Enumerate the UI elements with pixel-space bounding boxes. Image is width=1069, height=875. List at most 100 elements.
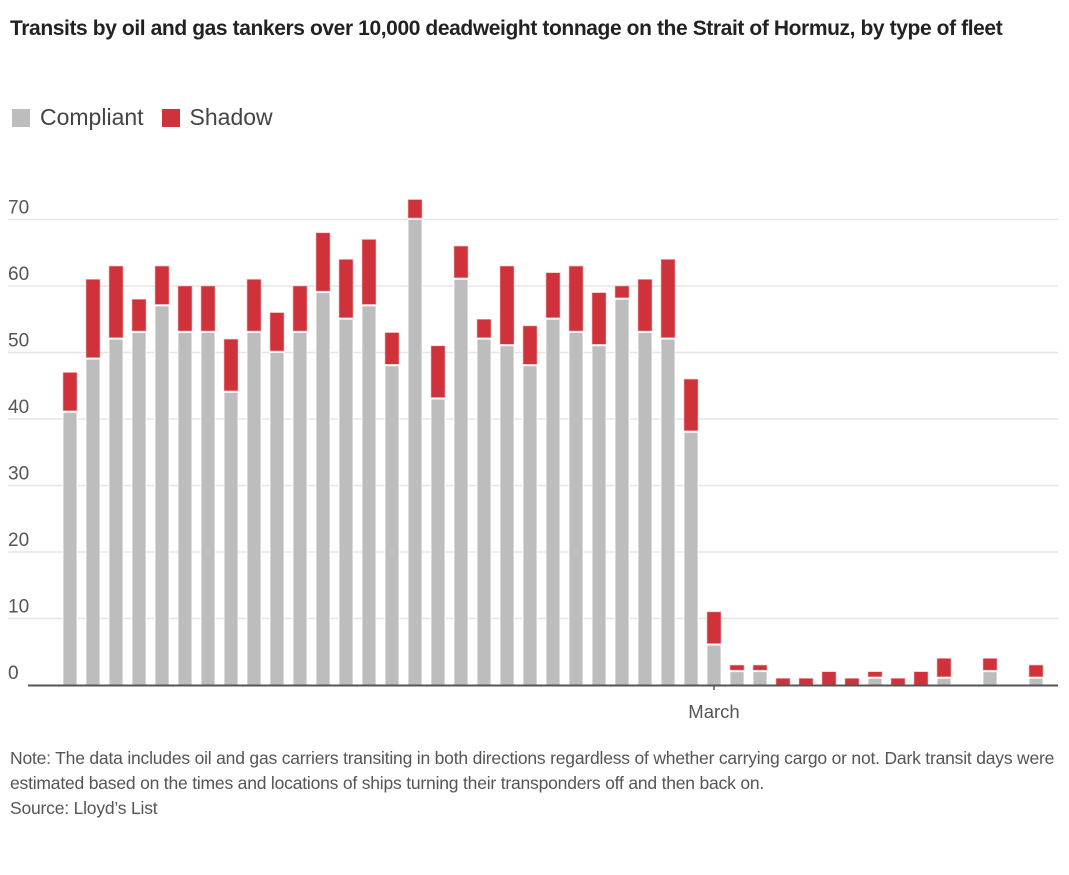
bar-shadow bbox=[315, 232, 331, 292]
bar-group-39 bbox=[936, 658, 952, 686]
bar-group-2 bbox=[85, 279, 101, 686]
bar-group-38 bbox=[913, 671, 929, 686]
bar-shadow bbox=[430, 345, 446, 398]
bar-compliant bbox=[660, 338, 676, 686]
legend-label-shadow: Shadow bbox=[189, 104, 273, 130]
note-text: Note: The data includes oil and gas carr… bbox=[10, 748, 1055, 793]
bar-group-14 bbox=[361, 239, 377, 686]
bar-shadow bbox=[154, 265, 170, 305]
bar-shadow bbox=[246, 279, 262, 332]
bar-shadow bbox=[407, 199, 423, 219]
bar-compliant bbox=[62, 411, 78, 686]
bar-shadow bbox=[108, 265, 124, 339]
bar-shadow bbox=[338, 259, 354, 319]
bar-shadow bbox=[844, 678, 860, 686]
bar-group-17 bbox=[430, 345, 446, 686]
bar-compliant bbox=[453, 278, 469, 686]
bar-shadow bbox=[729, 664, 745, 671]
bar-shadow bbox=[890, 678, 906, 686]
legend-swatch-shadow bbox=[161, 108, 180, 127]
bar-shadow bbox=[292, 285, 308, 332]
bar-shadow bbox=[683, 378, 699, 432]
bar-group-20 bbox=[499, 265, 515, 686]
bar-compliant bbox=[108, 338, 124, 686]
bar-compliant bbox=[522, 365, 538, 686]
bar-compliant bbox=[545, 318, 561, 686]
bar-shadow bbox=[200, 285, 216, 332]
bar-group-32 bbox=[775, 678, 791, 686]
bar-compliant bbox=[361, 305, 377, 686]
bar-group-12 bbox=[315, 232, 331, 686]
bar-compliant bbox=[430, 398, 446, 686]
bar-shadow bbox=[798, 678, 814, 686]
bar-compliant bbox=[1028, 677, 1044, 686]
bar-group-26 bbox=[637, 279, 653, 686]
bars bbox=[62, 199, 1044, 686]
bar-group-31 bbox=[752, 664, 768, 686]
bar-group-16 bbox=[407, 199, 423, 686]
bar-group-8 bbox=[223, 338, 239, 686]
y-tick-label: 0 bbox=[8, 663, 19, 684]
bar-compliant bbox=[131, 332, 147, 686]
legend-item-shadow: Shadow bbox=[161, 104, 273, 131]
legend-swatch-compliant bbox=[12, 108, 30, 127]
bar-shadow bbox=[867, 671, 883, 678]
bar-group-27 bbox=[660, 259, 676, 686]
bar-shadow bbox=[361, 239, 377, 305]
bar-group-30 bbox=[729, 664, 745, 686]
y-tick-label: 40 bbox=[8, 397, 29, 418]
y-tick-label: 30 bbox=[8, 464, 29, 485]
bar-shadow bbox=[913, 671, 929, 686]
bar-shadow bbox=[568, 265, 584, 332]
bar-compliant bbox=[315, 292, 331, 686]
bar-shadow bbox=[614, 285, 630, 299]
x-tick-label: March bbox=[688, 701, 739, 722]
bar-group-4 bbox=[131, 299, 147, 686]
bar-compliant bbox=[476, 338, 492, 686]
bar-shadow bbox=[545, 272, 561, 319]
bar-shadow bbox=[177, 285, 193, 332]
bar-shadow bbox=[476, 318, 492, 339]
bar-shadow bbox=[453, 245, 469, 279]
bar-compliant bbox=[637, 332, 653, 686]
bar-chart: 0 10 20 30 40 50 60 70 March bbox=[8, 198, 1058, 722]
bar-compliant bbox=[384, 365, 400, 686]
bar-shadow bbox=[637, 279, 653, 332]
bar-shadow bbox=[660, 259, 676, 339]
bar-compliant bbox=[706, 644, 722, 686]
y-tick-label: 70 bbox=[8, 198, 29, 219]
bar-shadow bbox=[1028, 664, 1044, 678]
bar-compliant bbox=[85, 358, 101, 686]
bar-shadow bbox=[752, 664, 768, 671]
bar-compliant bbox=[591, 345, 607, 686]
bar-compliant bbox=[154, 305, 170, 686]
chart-title: Transits by oil and gas tankers over 10,… bbox=[10, 17, 1003, 40]
bar-compliant bbox=[936, 677, 952, 686]
y-tick-label: 20 bbox=[8, 530, 29, 551]
bar-shadow bbox=[706, 611, 722, 644]
bar-group-33 bbox=[798, 678, 814, 686]
bar-group-13 bbox=[338, 259, 354, 686]
bar-shadow bbox=[62, 372, 78, 412]
bar-shadow bbox=[982, 658, 998, 671]
bar-compliant bbox=[338, 318, 354, 686]
bar-group-35 bbox=[844, 678, 860, 686]
bar-compliant bbox=[407, 219, 423, 686]
bar-compliant bbox=[246, 332, 262, 686]
bar-compliant bbox=[683, 431, 699, 686]
bar-compliant bbox=[614, 298, 630, 686]
bar-shadow bbox=[499, 265, 515, 345]
y-tick-label: 50 bbox=[8, 331, 29, 352]
bar-group-23 bbox=[568, 265, 584, 686]
bar-group-21 bbox=[522, 325, 538, 686]
bar-compliant bbox=[292, 332, 308, 686]
legend: Compliant Shadow bbox=[12, 104, 291, 131]
bar-group-34 bbox=[821, 671, 837, 686]
bar-compliant bbox=[982, 671, 998, 686]
bar-shadow bbox=[936, 658, 952, 678]
bar-group-5 bbox=[154, 265, 170, 686]
legend-item-compliant: Compliant bbox=[12, 104, 144, 131]
bar-shadow bbox=[522, 325, 538, 365]
bar-group-9 bbox=[246, 279, 262, 686]
y-tick-label: 60 bbox=[8, 264, 29, 285]
